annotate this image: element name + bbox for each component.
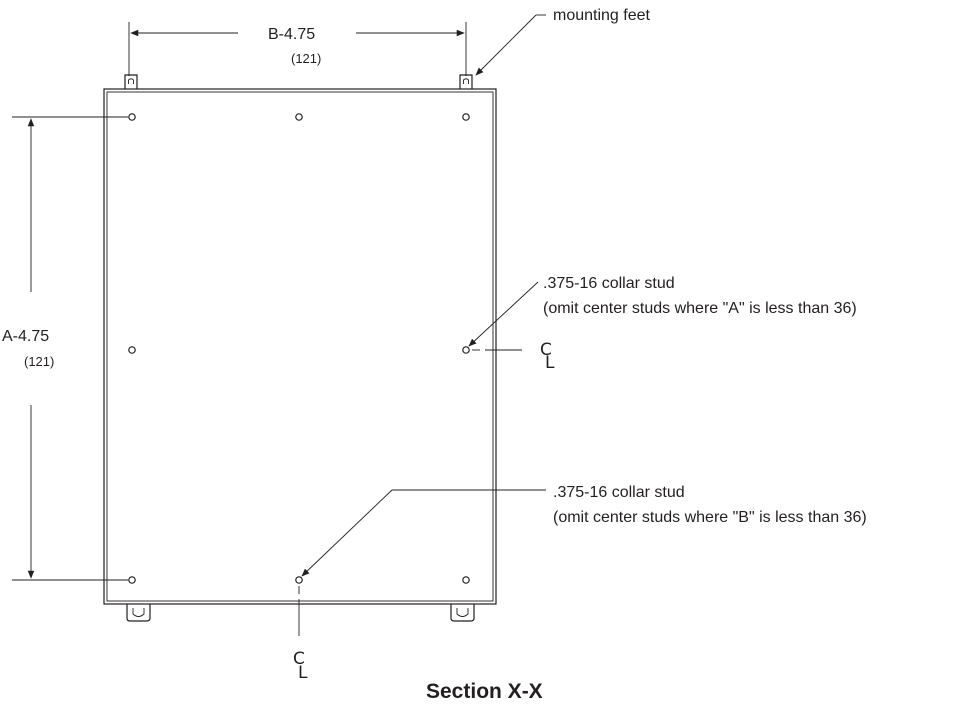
enclosure-panel	[103, 88, 497, 605]
collar-stud	[462, 113, 470, 121]
centerline-bottom-l: L	[298, 663, 308, 683]
stud-callout-right: .375-16 collar stud (omit center studs w…	[468, 275, 857, 347]
collar-stud	[128, 113, 136, 121]
stud-bottom-note: (omit center studs where "B" is less tha…	[553, 509, 867, 526]
collar-stud	[295, 113, 303, 121]
centerline-right: C L	[472, 340, 555, 373]
centerline-bottom-c: C	[293, 649, 305, 669]
stud-right-label: .375-16 collar stud	[543, 275, 675, 292]
section-title: Section X-X	[426, 680, 543, 703]
collar-stud	[128, 346, 136, 354]
stud-bottom-label: .375-16 collar stud	[553, 484, 685, 501]
centerline-bottom: C L	[293, 586, 308, 683]
centerline-right-c: C	[540, 340, 552, 360]
collar-stud	[295, 576, 303, 584]
width-dimension: B-4.75 (121)	[128, 22, 467, 76]
width-dimension-label: B-4.75	[268, 26, 315, 43]
stud-callout-bottom: .375-16 collar stud (omit center studs w…	[301, 484, 867, 577]
mounting-foot-top-left	[124, 74, 138, 89]
collar-stud	[462, 346, 470, 354]
mounting-foot-bottom-left	[126, 604, 151, 622]
mounting-foot-bottom-right	[450, 604, 475, 622]
height-dimension: A-4.75 (121)	[2, 116, 128, 581]
height-dimension-label: A-4.75	[2, 328, 49, 345]
stud-right-note: (omit center studs where "A" is less tha…	[543, 300, 857, 317]
centerline-right-l: L	[545, 353, 555, 373]
mounting-feet-label: mounting feet	[553, 7, 651, 24]
collar-stud	[128, 576, 136, 584]
height-dimension-metric: (121)	[24, 354, 54, 369]
collar-studs	[128, 113, 470, 584]
collar-stud	[462, 576, 470, 584]
mounting-foot-top-right	[459, 74, 473, 89]
width-dimension-metric: (121)	[291, 51, 321, 66]
mounting-feet-callout: mounting feet	[475, 7, 651, 76]
